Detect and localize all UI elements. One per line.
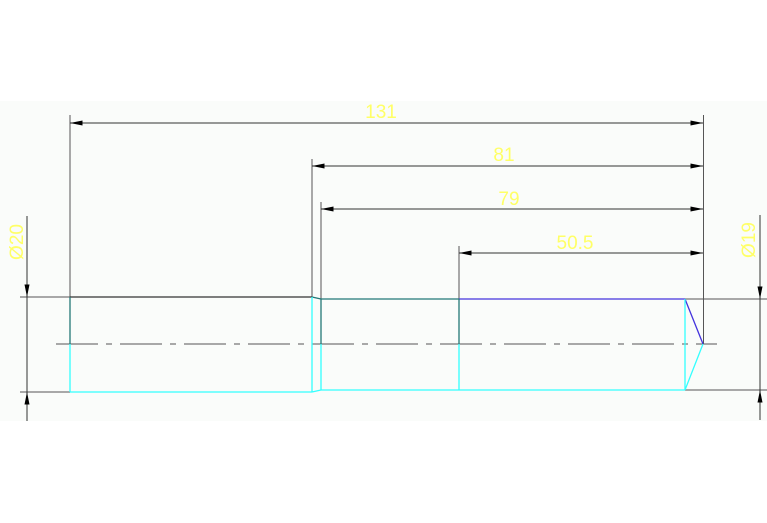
dimension-lines	[24, 120, 763, 421]
dim-text-131: 131	[365, 102, 397, 123]
dim-text-dia20: Ø20	[7, 224, 28, 260]
drawing-area	[0, 101, 767, 421]
dim-text-dia19: Ø19	[739, 222, 760, 258]
extension-lines	[20, 115, 767, 393]
dim-text-50-5: 50.5	[557, 233, 594, 254]
dim-text-79: 79	[498, 189, 519, 210]
dim-text-81: 81	[493, 145, 514, 166]
shaft-outline	[69, 296, 704, 393]
